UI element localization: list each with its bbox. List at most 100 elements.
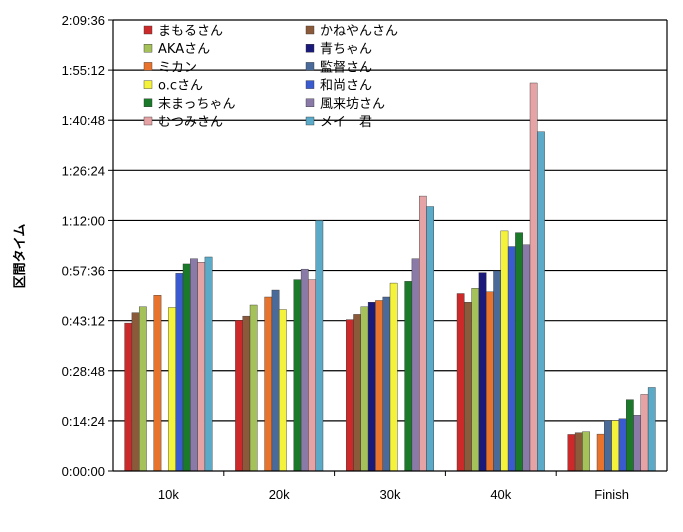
y-tick-label: 2:09:36: [62, 13, 105, 28]
x-tick-label: Finish: [594, 487, 629, 502]
bar: [404, 281, 413, 472]
bar: [138, 306, 147, 472]
bar: [486, 291, 494, 472]
bar: [235, 320, 243, 472]
bar: [493, 270, 502, 472]
bar: [611, 420, 620, 472]
y-axis-ticks: 0:00:00 0:14:24 0:28:48 0:43:12 0:57:36 1:12:…: [62, 13, 113, 479]
bar: [604, 420, 612, 472]
y-tick-label: 1:12:00: [62, 213, 105, 228]
x-tick-label: 20k: [269, 487, 290, 502]
bar: [242, 315, 251, 472]
bar: [537, 131, 545, 472]
legend-label: かねやんさん: [320, 24, 398, 39]
bar: [153, 295, 162, 472]
y-tick-label: 0:43:12: [62, 314, 105, 329]
y-axis-label: 区間タイム: [13, 224, 28, 289]
bar: [471, 288, 480, 472]
legend-swatch: [143, 98, 153, 108]
bar: [647, 387, 656, 472]
bar: [360, 306, 369, 472]
bar: [464, 302, 472, 472]
legend-swatch: [305, 44, 315, 53]
bar: [626, 399, 634, 472]
legend-label: o.cさん: [158, 79, 203, 94]
legend-swatch: [143, 62, 153, 71]
legend-label: 和尚さん: [320, 79, 372, 94]
legend-swatch: [143, 25, 153, 35]
bar: [382, 296, 391, 472]
y-tick-label: 0:00:00: [62, 464, 105, 479]
y-tick-label: 1:55:12: [62, 63, 105, 78]
bar: [204, 256, 213, 472]
legend-label: まもるさん: [158, 24, 223, 39]
bar: [353, 314, 362, 472]
legend-swatch: [305, 80, 315, 89]
legend-swatch: [305, 62, 315, 71]
legend-label: 青ちゃん: [320, 42, 372, 57]
bar: [500, 230, 509, 472]
bar: [308, 279, 316, 472]
bar: [574, 432, 583, 472]
legend-label: メイ 君: [320, 115, 372, 130]
bar: [124, 322, 133, 472]
bar: [168, 307, 176, 472]
bar: [633, 415, 642, 472]
bar: [456, 293, 465, 472]
bar: [293, 279, 302, 472]
legend-swatch: [143, 80, 153, 89]
legend-swatch: [305, 25, 315, 35]
bar: [315, 220, 324, 472]
bar: [197, 262, 206, 472]
y-tick-label: 0:14:24: [62, 414, 105, 429]
legend-swatch: [305, 116, 315, 126]
bar: [529, 82, 538, 472]
bar: [131, 312, 140, 472]
bar: [249, 304, 258, 472]
bar: [507, 246, 516, 472]
bar: [567, 434, 576, 472]
y-tick-label: 1:40:48: [62, 113, 105, 128]
y-tick-label: 1:26:24: [62, 163, 105, 178]
bar: [264, 296, 273, 472]
bar: [190, 258, 198, 472]
bar: [367, 302, 376, 472]
bar: [175, 273, 184, 472]
bar: [596, 433, 605, 472]
bar: [582, 431, 590, 472]
bar: [478, 272, 487, 472]
x-axis-categories: 10k 20k 30k 40k Finish: [158, 471, 629, 502]
bar: [522, 244, 531, 472]
bars: [124, 82, 656, 472]
legend-swatch: [143, 44, 153, 53]
legend-label: 風来坊さん: [320, 97, 385, 112]
axes: [112, 20, 668, 472]
bar: [515, 232, 523, 472]
bar: [182, 263, 191, 472]
legend-label: 末まっちゃん: [158, 97, 235, 112]
legend-label: むつみさん: [158, 115, 223, 130]
x-tick-label: 40k: [490, 487, 511, 502]
bar: [426, 206, 435, 472]
bar: [271, 289, 280, 472]
y-tick-label: 0:28:48: [62, 364, 105, 379]
x-tick-label: 10k: [158, 487, 179, 502]
legend-label: 監督さん: [320, 59, 372, 75]
bar: [640, 394, 649, 472]
bar: [618, 418, 627, 472]
x-tick-label: 30k: [380, 487, 401, 502]
y-tick-label: 0:57:36: [62, 264, 105, 279]
bar: [411, 258, 420, 472]
legend-swatch: [143, 116, 153, 126]
bar: [300, 268, 309, 472]
bar: [419, 195, 427, 472]
bar: [346, 319, 354, 472]
legend-swatch: [305, 98, 315, 108]
bar: [375, 300, 383, 472]
legend-label: AKAさん: [158, 42, 210, 57]
legend-label: ミカン: [158, 60, 197, 75]
bar: [279, 309, 287, 472]
